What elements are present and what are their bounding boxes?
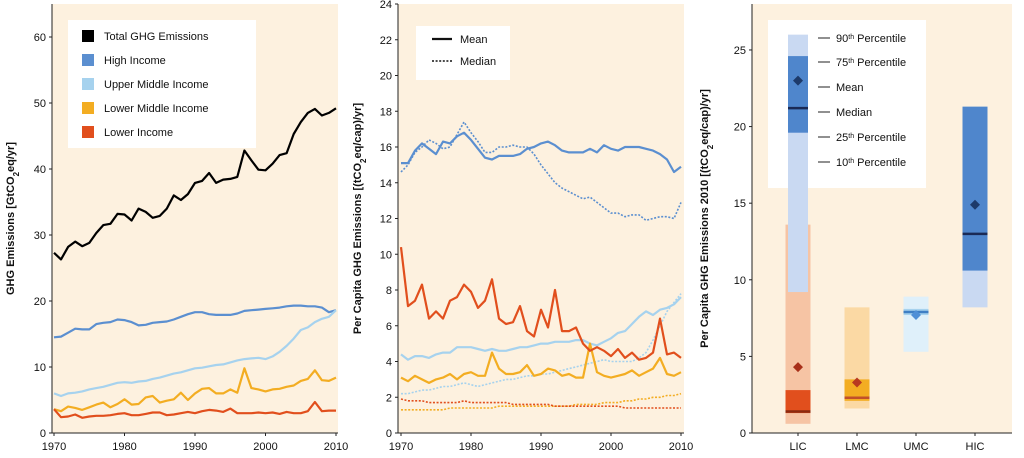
series-line-lower-income xyxy=(53,400,336,419)
y-tick-label: 40 xyxy=(34,164,46,176)
y-tick-label: 0 xyxy=(386,428,392,440)
box-lic-p25-p75-band xyxy=(785,390,811,414)
legend-label: Mean xyxy=(460,34,488,46)
y-tick-label: 25 xyxy=(734,45,746,57)
x-category-label: HIC xyxy=(966,441,985,453)
y-tick-label: 12 xyxy=(380,214,392,226)
legend-swatch-total xyxy=(82,30,94,42)
x-category-label: LMC xyxy=(845,441,868,453)
legend-label: 10th Percentile xyxy=(836,157,906,169)
series-line-high-income-mean- xyxy=(401,131,682,174)
x-tick-label: 2010 xyxy=(669,441,693,453)
x-tick-label: 1990 xyxy=(183,441,207,453)
x-tick-label: 2000 xyxy=(599,441,623,453)
y-tick-label: 8 xyxy=(386,285,392,297)
legend-swatch-lower xyxy=(82,126,94,138)
series-line-total-ghg-emissions xyxy=(53,107,337,261)
y-tick-label: 30 xyxy=(34,230,46,242)
y-tick-label: 0 xyxy=(40,428,46,440)
series-line-lower-middle-income xyxy=(53,367,337,413)
y-tick-label: 18 xyxy=(380,106,392,118)
series-line-lower-middle-income-median- xyxy=(401,392,682,411)
panel-2-y-axis-label: Per Capita GHG Emissions [(tCO2eq/cap)/y… xyxy=(352,103,368,335)
series-line-lower-income-mean- xyxy=(399,246,682,361)
legend-label: Mean xyxy=(836,82,864,94)
y-tick-label: 20 xyxy=(734,122,746,134)
series-line-high-income xyxy=(53,304,337,339)
x-tick-label: 1970 xyxy=(42,441,66,453)
y-tick-label: 20 xyxy=(34,296,46,308)
box-lic-mean-marker xyxy=(793,362,803,373)
legend-swatch-lower_middle xyxy=(82,102,94,114)
legend-label: Median xyxy=(836,107,872,119)
legend-label: Total GHG Emissions xyxy=(104,31,209,43)
legend-label: Lower Middle Income xyxy=(104,103,209,115)
y-tick-label: 15 xyxy=(734,198,746,210)
series-line-lower-income-median- xyxy=(400,398,681,409)
y-tick-label: 24 xyxy=(380,0,392,11)
y-tick-label: 10 xyxy=(380,249,392,261)
x-category-label: UMC xyxy=(903,441,928,453)
y-tick-label: 2 xyxy=(386,392,392,404)
box-umc-p10-p90-band xyxy=(903,296,929,352)
legend-label: 90th Percentile xyxy=(836,33,906,45)
legend-swatch-upper_middle xyxy=(82,78,94,90)
x-tick-label: 1990 xyxy=(529,441,553,453)
series-line-lower-middle-income-mean- xyxy=(400,342,682,384)
y-tick-label: 10 xyxy=(34,362,46,374)
series-line-upper-middle-income-median- xyxy=(401,293,682,395)
y-tick-label: 22 xyxy=(380,35,392,47)
legend-key-p25-p75-band xyxy=(788,56,808,133)
y-tick-label: 50 xyxy=(34,98,46,110)
y-tick-label: 16 xyxy=(380,142,392,154)
legend-2-box xyxy=(416,26,510,80)
series-line-upper-middle-income-mean- xyxy=(400,296,682,361)
legend-label: 25th Percentile xyxy=(836,132,906,144)
x-tick-label: 1980 xyxy=(459,441,483,453)
y-tick-label: 0 xyxy=(740,428,746,440)
y-tick-label: 10 xyxy=(734,275,746,287)
box-lmc-p25-p75-band xyxy=(844,379,870,401)
legend-label: High Income xyxy=(104,55,166,67)
box-hic-mean-marker xyxy=(970,199,980,210)
x-category-label: LIC xyxy=(789,441,806,453)
y-tick-label: 60 xyxy=(34,32,46,44)
series-line-upper-middle-income xyxy=(53,309,337,398)
y-tick-label: 5 xyxy=(740,351,746,363)
x-tick-label: 1980 xyxy=(112,441,136,453)
panel-1-y-axis-label: GHG Emissions [GtCO2eq/yr] xyxy=(5,142,21,295)
box-lmc-mean-marker xyxy=(852,377,862,388)
legend-key-mean-marker xyxy=(793,75,803,86)
y-tick-label: 4 xyxy=(386,357,392,369)
legend-label: Median xyxy=(460,56,496,68)
legend-label: 75th Percentile xyxy=(836,57,906,69)
box-hic-p25-p75-band xyxy=(962,106,988,271)
y-tick-label: 20 xyxy=(380,71,392,83)
y-tick-label: 14 xyxy=(380,178,392,190)
x-tick-label: 2000 xyxy=(253,441,277,453)
panel-3-y-axis-label: Per Capita GHG Emissions 2010 [(tCO2eq/c… xyxy=(699,89,715,348)
series-line-high-income-median- xyxy=(400,121,682,222)
legend-label: Lower Income xyxy=(104,127,173,139)
x-tick-label: 2010 xyxy=(324,441,348,453)
x-tick-label: 1970 xyxy=(389,441,413,453)
legend-swatch-high xyxy=(82,54,94,66)
box-umc-mean-marker xyxy=(911,310,921,321)
legend-1-box xyxy=(68,20,256,148)
legend-label: Upper Middle Income xyxy=(104,79,209,91)
y-tick-label: 6 xyxy=(386,321,392,333)
